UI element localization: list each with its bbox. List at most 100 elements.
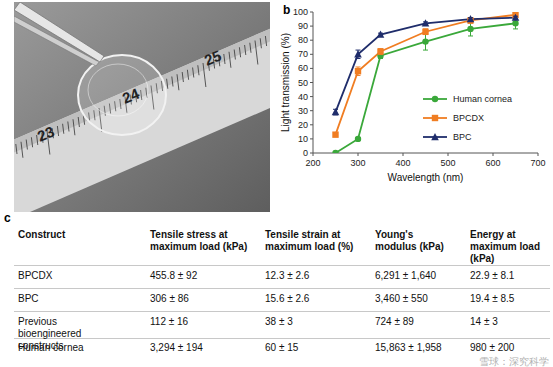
- tweezers: [14, 2, 104, 62]
- table-cell: 19.4 ± 8.5: [470, 293, 548, 305]
- error-bar: [423, 33, 428, 50]
- y-tick: [310, 26, 313, 27]
- table-header: Tensile strain at maximum load (%): [265, 229, 360, 253]
- panel-label: a: [4, 3, 11, 17]
- ruler-tick: [265, 36, 266, 46]
- data-point: [377, 31, 385, 38]
- ruler: [14, 20, 270, 212]
- figure: 232425abc0102030405060708090100200300400…: [0, 0, 553, 367]
- panel-label: c: [4, 211, 11, 225]
- data-point: [332, 150, 338, 153]
- y-tick-label: 70: [298, 49, 308, 59]
- series-line: [336, 15, 516, 135]
- ruler-tick: [26, 140, 27, 150]
- y-tick: [310, 110, 313, 111]
- series-line: [336, 18, 516, 112]
- data-point: [512, 20, 518, 26]
- error-bar: [468, 22, 473, 36]
- error-cap: [423, 50, 428, 51]
- x-tick: [538, 153, 539, 156]
- table-cell: 6,291 ± 1,640: [375, 270, 455, 282]
- error-bar: [423, 29, 428, 35]
- table-cell: 724 ± 89: [375, 316, 455, 328]
- y-axis-label: Light transmission (%): [280, 33, 291, 132]
- y-tick: [310, 82, 313, 83]
- table-cell: 15,863 ± 1,958: [375, 342, 455, 354]
- ruler-tick: [68, 122, 69, 132]
- photo: [14, 2, 270, 212]
- table-rule: [14, 338, 550, 339]
- data-point: [377, 48, 383, 54]
- y-tick: [310, 124, 313, 125]
- error-cap: [356, 58, 361, 59]
- error-bar: [378, 49, 383, 55]
- ruler-tick: [73, 119, 75, 135]
- legend-marker: [432, 115, 438, 121]
- row-label: BPCDX: [18, 270, 113, 282]
- ruler-tick: [177, 74, 179, 90]
- series-line: [336, 23, 516, 153]
- table-header: Tensile stress at maximum load (kPa): [150, 229, 250, 253]
- ruler-label: 25: [202, 47, 224, 69]
- data-point: [512, 14, 520, 21]
- y-tick: [310, 96, 313, 97]
- y-tick-label: 100: [293, 7, 308, 17]
- construct-highlight: [88, 64, 148, 116]
- data-point: [332, 131, 338, 137]
- table-rule: [14, 265, 550, 266]
- data-point: [355, 136, 361, 142]
- x-tick-label: 400: [395, 158, 410, 168]
- table-rule: [14, 288, 550, 289]
- ruler-tick: [31, 137, 32, 147]
- data-point: [354, 50, 362, 57]
- ruler-tick: [187, 70, 188, 80]
- ruler-tick: [198, 65, 199, 75]
- table-cell: 455.8 ± 92: [150, 270, 250, 282]
- x-tick: [313, 153, 314, 156]
- ruler-tick: [16, 144, 17, 154]
- ruler-tick: [229, 52, 231, 68]
- row-label: BPC: [18, 293, 113, 305]
- ruler-label: 23: [35, 123, 57, 145]
- y-tick: [310, 138, 313, 139]
- data-point: [355, 68, 361, 74]
- ruler-tick: [250, 43, 251, 53]
- construct: [78, 55, 166, 135]
- x-tick-label: 600: [485, 158, 500, 168]
- ruler-tick: [203, 63, 206, 87]
- table-header: Construct: [18, 229, 138, 241]
- x-axis-label: Wavelength (nm): [388, 172, 464, 183]
- y-tick: [310, 68, 313, 69]
- x-tick: [358, 153, 359, 156]
- table-header: Energy at maximum load (kPa): [470, 229, 548, 265]
- ruler-tick: [239, 47, 240, 57]
- y-tick-label: 20: [298, 120, 308, 130]
- ruler-tick: [167, 79, 168, 89]
- table-cell: 306 ± 86: [150, 293, 250, 305]
- table-cell: 112 ± 16: [150, 316, 250, 328]
- ruler-tick: [182, 72, 183, 82]
- x-tick-label: 700: [530, 158, 545, 168]
- error-cap: [513, 28, 518, 29]
- error-bar: [356, 67, 361, 75]
- ruler-tick: [172, 77, 173, 87]
- table-rule: [14, 311, 550, 312]
- x-axis: [313, 153, 538, 154]
- plot-area: [332, 12, 520, 153]
- ruler-tick: [234, 50, 235, 60]
- table-cell: 60 ± 15: [265, 342, 360, 354]
- x-tick-label: 300: [350, 158, 365, 168]
- ruler-tick: [193, 68, 194, 78]
- ruler-tick: [245, 45, 246, 55]
- ruler-tick: [78, 117, 79, 127]
- tweezers: [14, 16, 99, 66]
- table-cell: 980 ± 200: [470, 342, 548, 354]
- panel-label: b: [283, 3, 290, 17]
- data-point: [422, 19, 430, 26]
- ruler-tick: [21, 142, 23, 158]
- y-tick-label: 90: [298, 21, 308, 31]
- ruler-tick: [255, 41, 258, 65]
- ruler-label: 24: [120, 85, 142, 107]
- data-point: [467, 26, 473, 32]
- axes: 0102030405060708090100200300400500600700…: [280, 7, 546, 183]
